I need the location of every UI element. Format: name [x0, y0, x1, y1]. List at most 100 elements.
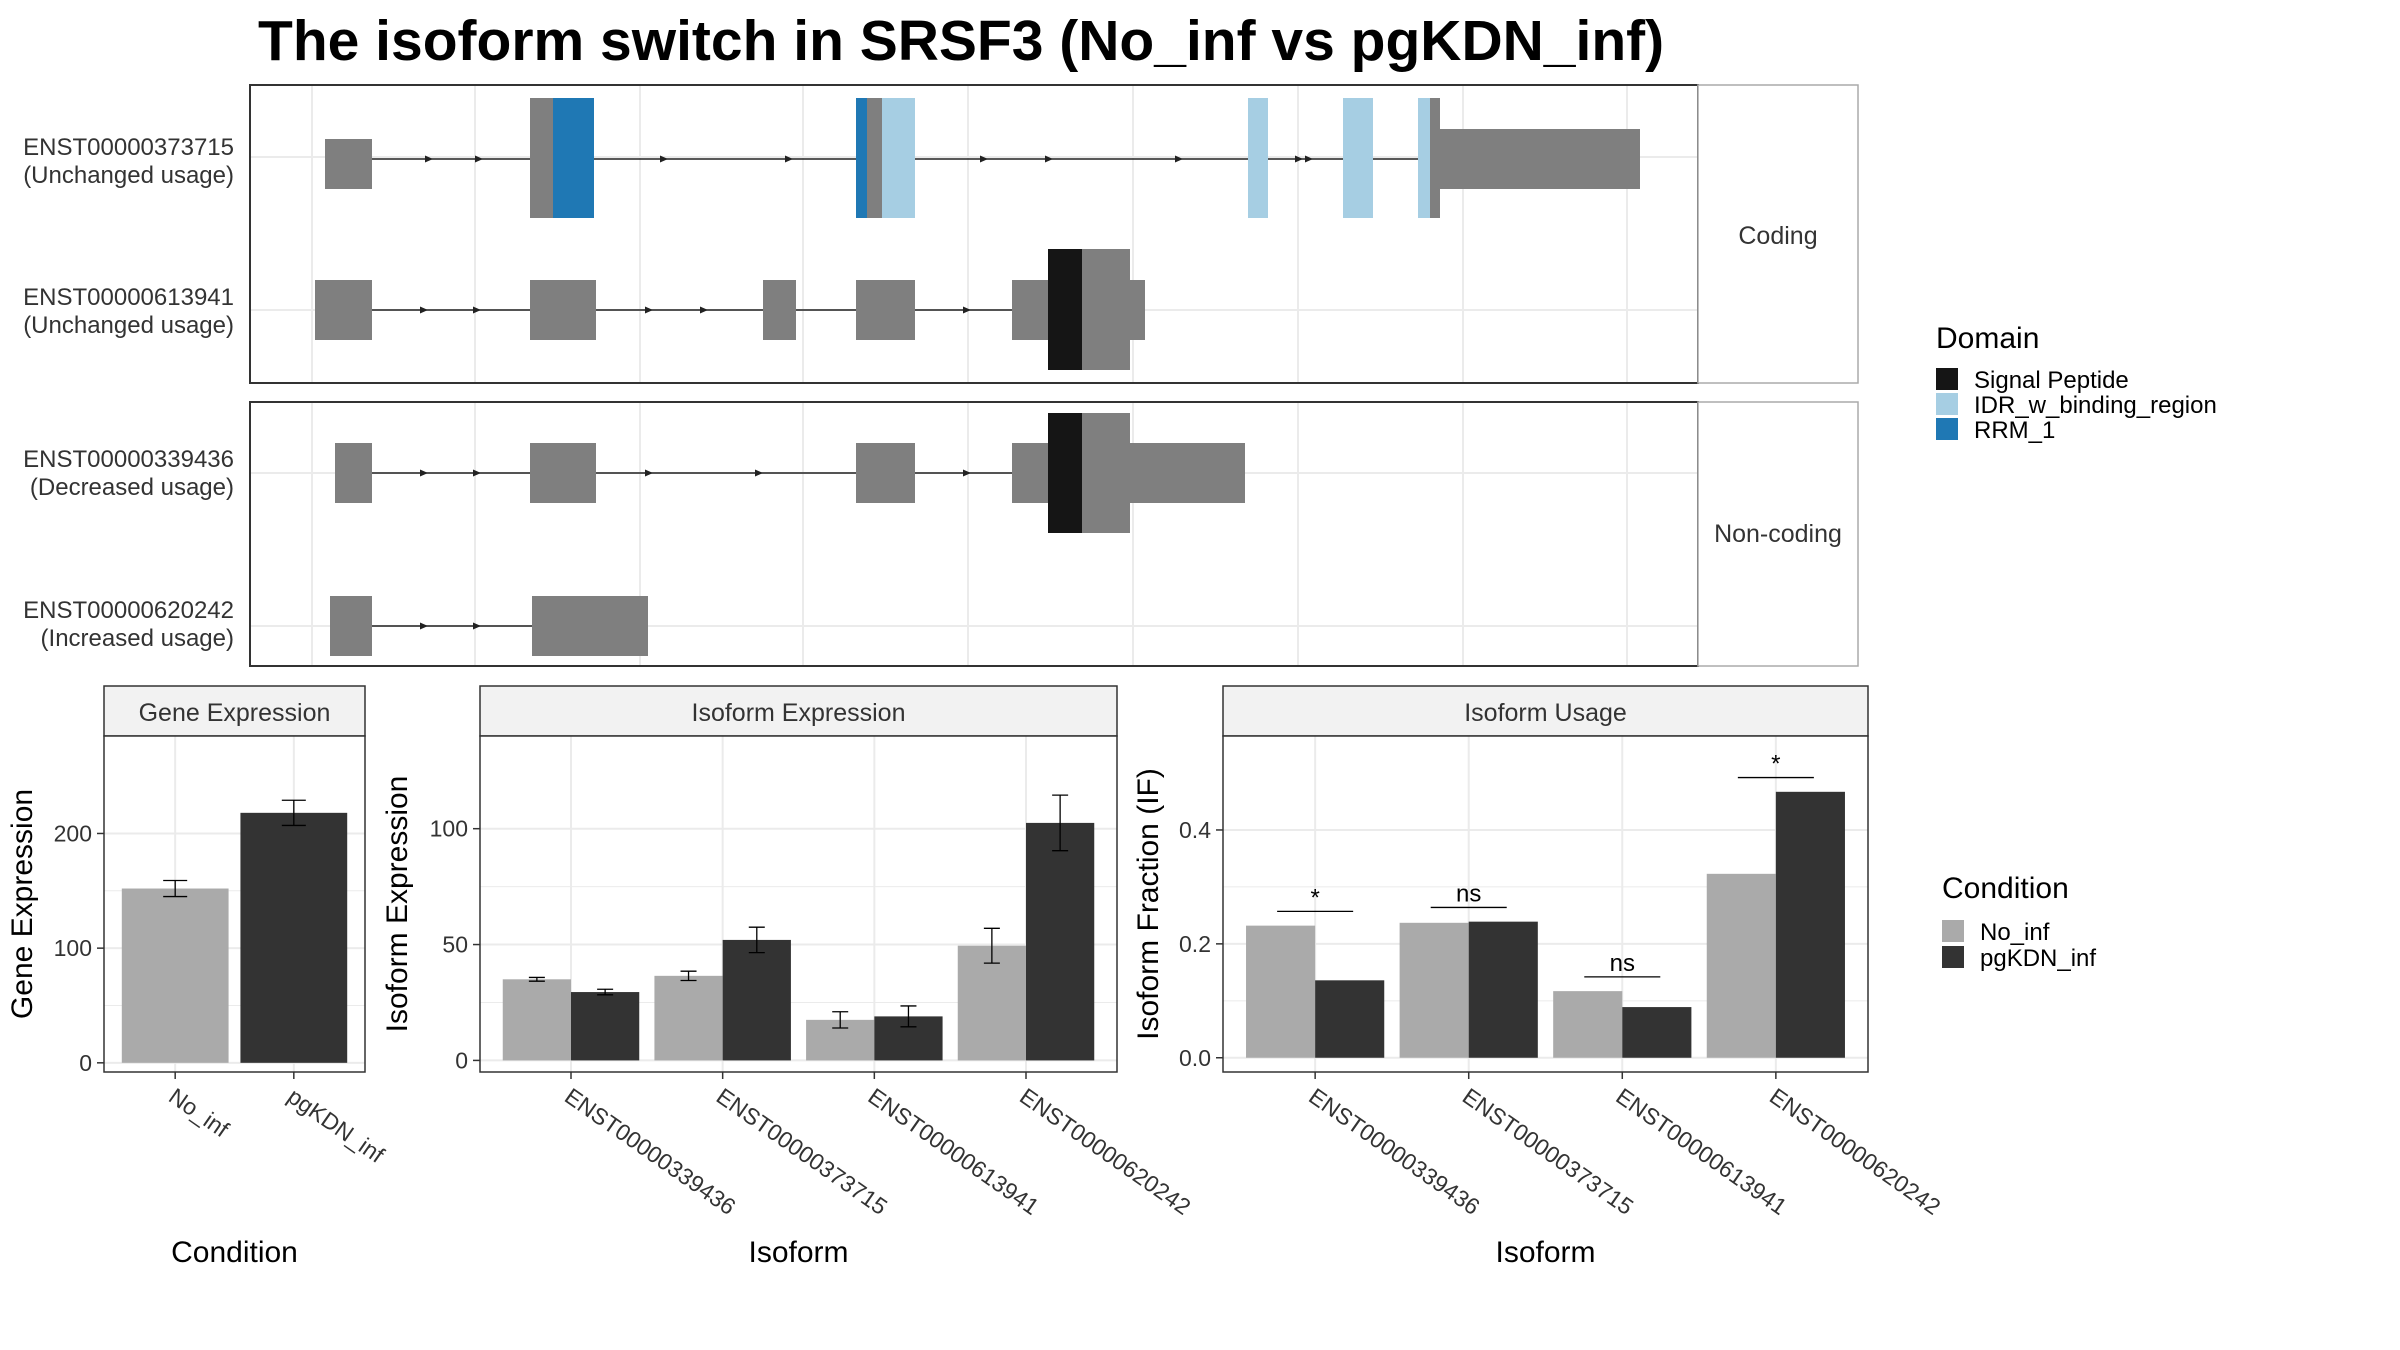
- exon-block: [330, 596, 372, 656]
- strand-arrow-icon: [420, 306, 428, 314]
- transcript-track-ENST00000373715: [325, 98, 1640, 218]
- y-tick-label: 0: [455, 1047, 468, 1073]
- strand-arrow-icon: [645, 469, 653, 477]
- y-tick-label: 0.2: [1179, 931, 1211, 957]
- exon-block: [1012, 443, 1048, 503]
- y-tick-label: 0: [79, 1050, 92, 1076]
- exon-block: [763, 280, 796, 340]
- transcript-track-ENST00000620242: [330, 596, 648, 656]
- exon-block: [530, 98, 553, 218]
- strand-arrow-icon: [473, 306, 481, 314]
- strand-arrow-icon: [963, 306, 971, 314]
- significance-label: ns: [1610, 950, 1635, 977]
- transcript-label-id: ENST00000613941: [23, 284, 234, 311]
- y-axis-title: Isoform Expression: [381, 776, 414, 1033]
- legend-label-pgkdn-inf: pgKDN_inf: [1980, 945, 2096, 972]
- x-tick-label: ENST00000620242: [1765, 1083, 1945, 1220]
- domain-signal-peptide: [1048, 413, 1082, 533]
- transcript-label-usage: (Decreased usage): [30, 474, 234, 501]
- panel-border: [1222, 735, 1869, 1073]
- exon-block: [1130, 443, 1245, 503]
- domain-idr-w-binding-region: [1343, 98, 1373, 218]
- transcript-structure-panel-coding: Coding ENST00000373715 (Unchanged usage)…: [23, 84, 1859, 384]
- isoform-expression-chart: Isoform Expression050100ENST00000339436E…: [381, 685, 1196, 1269]
- bar: [957, 945, 1026, 1061]
- panel-strip-label: Gene Expression: [139, 699, 331, 727]
- strand-arrow-icon: [420, 622, 428, 630]
- legend-swatch-pgkdn-inf: [1942, 946, 1964, 968]
- legend-label-signal-peptide: Signal Peptide: [1974, 367, 2129, 394]
- bar: [1622, 1007, 1692, 1058]
- strand-arrow-icon: [1175, 155, 1183, 163]
- strand-arrow-icon: [1305, 155, 1313, 163]
- transcript-label-usage: (Increased usage): [41, 625, 234, 652]
- noncoding-panel-border: [249, 401, 1699, 667]
- domain-idr-w-binding-region: [882, 98, 915, 218]
- strand-arrow-icon: [420, 469, 428, 477]
- panel-border: [479, 735, 1118, 1073]
- strand-arrow-icon: [473, 622, 481, 630]
- strand-arrow-icon: [473, 469, 481, 477]
- exon-block: [856, 280, 915, 340]
- y-tick-label: 0.0: [1179, 1045, 1211, 1071]
- panel-strip: [1222, 685, 1869, 737]
- legend-swatch-signal-peptide: [1936, 368, 1958, 390]
- panel-strip: [103, 685, 366, 737]
- bar: [1399, 922, 1469, 1058]
- domain-legend: Domain Signal Peptide IDR_w_binding_regi…: [1936, 322, 2217, 444]
- strand-arrow-icon: [475, 155, 483, 163]
- x-axis-title: Condition: [171, 1236, 298, 1269]
- exon-block: [530, 280, 596, 340]
- isoform-usage-chart: Isoform Usage* nsns*0.00.20.4ENST00000339…: [1132, 685, 1945, 1269]
- exon-block: [1440, 129, 1640, 189]
- legend-label-no-inf: No_inf: [1980, 919, 2050, 946]
- y-axis-title: Gene Expression: [6, 789, 39, 1019]
- gene-expression-chart: Gene Expression 0 100 200 No_inf pgKDN_inf Con…: [6, 685, 389, 1269]
- bar: [654, 975, 723, 1061]
- figure-title: The isoform switch in SRSF3 (No_inf vs p…: [258, 9, 1664, 73]
- panel-strip-label: Isoform Expression: [692, 699, 906, 727]
- exon-block: [335, 443, 372, 503]
- strand-arrow-icon: [755, 469, 763, 477]
- bar: [1246, 925, 1316, 1058]
- legend-label-rrm: RRM_1: [1974, 417, 2055, 444]
- legend-swatch-rrm: [1936, 418, 1958, 440]
- y-tick-label: 100: [54, 935, 92, 961]
- y-axis-title: Isoform Fraction (IF): [1132, 768, 1165, 1040]
- domain-legend-title: Domain: [1936, 322, 2039, 355]
- exon-block: [1012, 280, 1048, 340]
- bar: [1468, 921, 1538, 1058]
- bar: [502, 979, 571, 1061]
- coding-strip-label: Coding: [1738, 222, 1817, 250]
- domain-idr-w-binding-region: [1248, 98, 1268, 218]
- significance-label: *: [1771, 751, 1780, 778]
- strand-arrow-icon: [980, 155, 988, 163]
- bar: [722, 939, 791, 1061]
- noncoding-strip-label: Non-coding: [1714, 520, 1842, 548]
- condition-legend-title: Condition: [1942, 872, 2069, 905]
- strand-arrow-icon: [785, 155, 793, 163]
- exon-block: [532, 596, 648, 656]
- y-tick-label: 50: [442, 932, 468, 958]
- domain-idr-w-binding-region: [1418, 98, 1430, 218]
- exon-block: [325, 139, 372, 189]
- y-tick-label: 200: [54, 820, 92, 846]
- exon-block: [1082, 413, 1130, 533]
- transcript-track-ENST00000613941: [315, 249, 1145, 370]
- transcript-label-id: ENST00000620242: [23, 597, 234, 624]
- transcript-track-ENST00000339436: [335, 413, 1245, 533]
- domain-rrm-1: [553, 98, 594, 218]
- exon-block: [1430, 98, 1440, 218]
- coding-strip: [1697, 84, 1859, 384]
- strand-arrow-icon: [1045, 155, 1053, 163]
- exon-block: [1130, 280, 1145, 340]
- transcript-label-id: ENST00000373715: [23, 134, 234, 161]
- domain-signal-peptide: [1048, 249, 1082, 370]
- bar: [1706, 873, 1776, 1058]
- bar: [121, 888, 229, 1063]
- transcript-label-usage: (Unchanged usage): [23, 162, 234, 189]
- legend-swatch-idr: [1936, 393, 1958, 415]
- strand-arrow-icon: [660, 155, 668, 163]
- strand-arrow-icon: [645, 306, 653, 314]
